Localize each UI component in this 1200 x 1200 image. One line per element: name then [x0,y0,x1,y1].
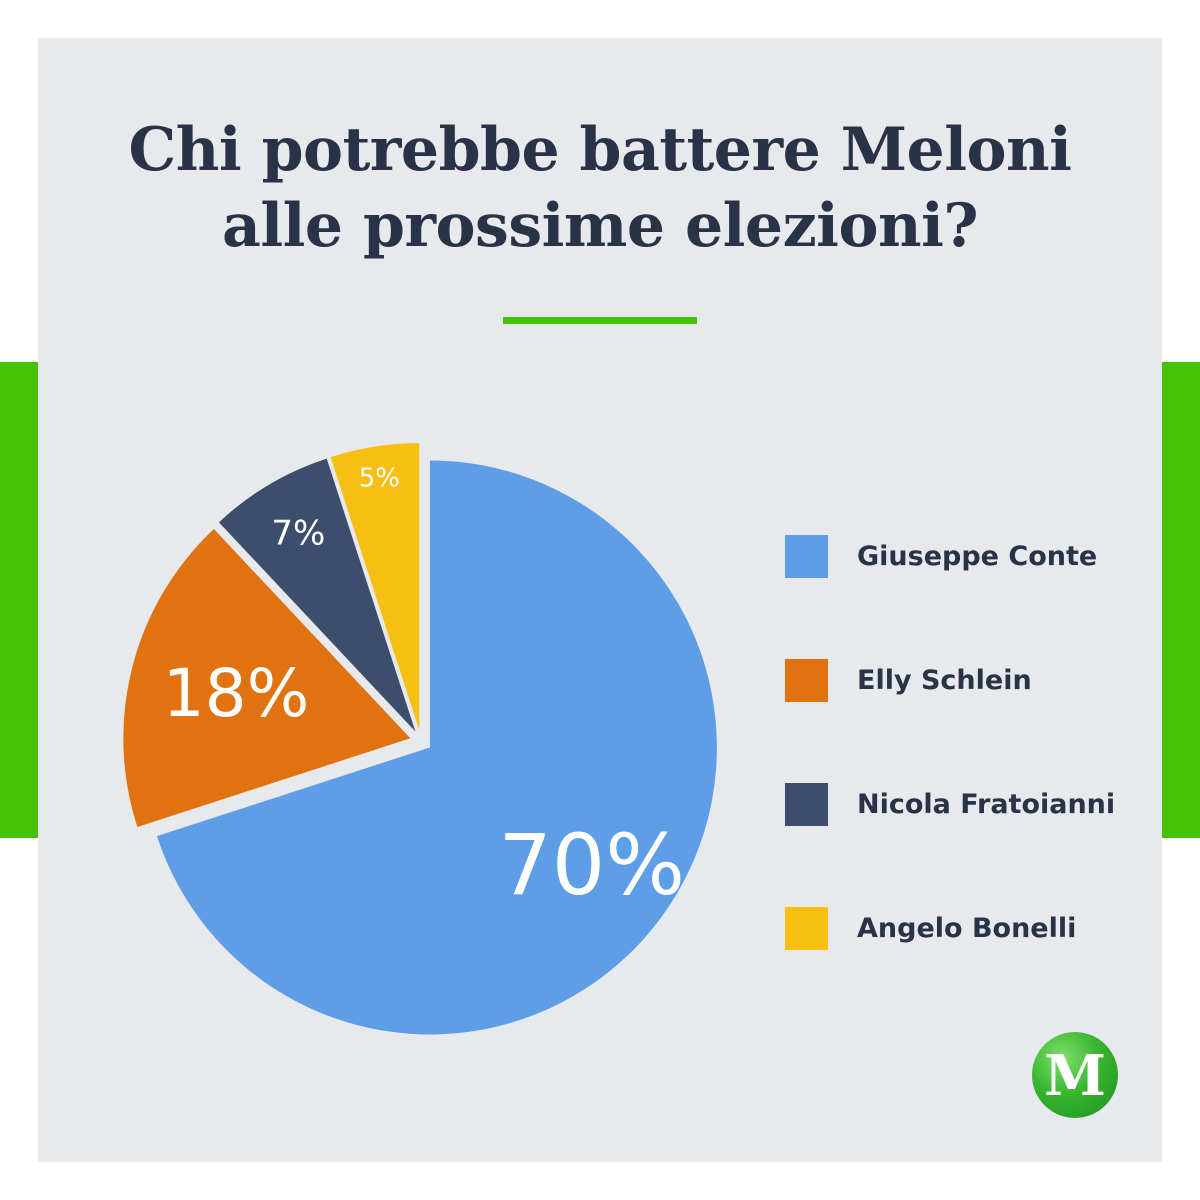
slice-value-label-angelo-bonelli: 5% [359,463,400,493]
legend-label-elly-schlein: Elly Schlein [857,665,1032,696]
right-accent-bar [1162,362,1200,838]
legend-swatch-nicola-fratoianni [785,783,828,826]
legend-swatch-elly-schlein [785,659,828,702]
legend-item-angelo-bonelli: Angelo Bonelli [785,907,1145,951]
chart-title-line-2: alle prossime elezioni? [221,191,979,261]
chart-title: Chi potrebbe battere Meloni alle prossim… [0,112,1200,264]
logo-letter: M [1044,1043,1106,1109]
chart-title-line-1: Chi potrebbe battere Meloni [128,115,1072,185]
slice-value-label-elly-schlein: 18% [163,655,310,732]
left-accent-bar [0,362,38,838]
legend-label-giuseppe-conte: Giuseppe Conte [857,541,1098,572]
pie-slice-angelo-bonelli [330,443,420,731]
legend-label-nicola-fratoianni: Nicola Fratoianni [857,789,1116,820]
legend-swatch-giuseppe-conte [785,535,828,578]
title-underline [503,317,697,324]
legend-swatch-angelo-bonelli [785,907,828,950]
slice-value-label-nicola-fratoianni: 7% [271,514,325,554]
legend-item-elly-schlein: Elly Schlein [785,659,1145,703]
pie-slice-elly-schlein [123,529,411,827]
legend-label-angelo-bonelli: Angelo Bonelli [857,913,1077,944]
pie-slice-giuseppe-conte [156,460,717,1035]
pie-slice-nicola-fratoianni [218,458,416,732]
legend-item-nicola-fratoianni: Nicola Fratoianni [785,783,1145,827]
slice-value-label-giuseppe-conte: 70% [498,816,685,914]
legend-item-giuseppe-conte: Giuseppe Conte [785,535,1145,579]
m-circle-logo-icon: M [1032,1032,1118,1118]
